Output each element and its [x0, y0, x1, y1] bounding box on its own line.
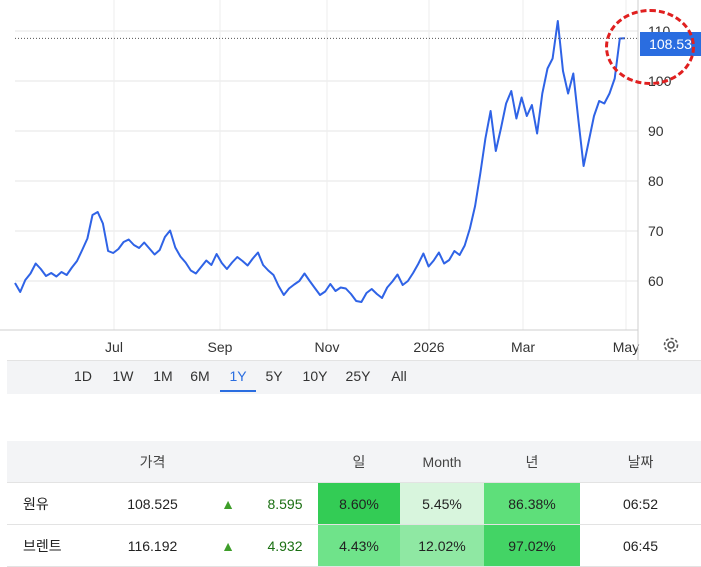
y-tick-label: 80 — [648, 173, 664, 189]
row-price: 108.525 — [101, 482, 204, 525]
x-tick-label: May — [613, 339, 639, 355]
highlight-circle — [605, 9, 695, 85]
range-tab-10y[interactable]: 10Y — [302, 368, 328, 384]
range-selector: 1D 1W 1M 6M 1Y 5Y 10Y 25Y All — [7, 360, 701, 394]
x-tick-label: Nov — [315, 339, 340, 355]
range-tab-1m[interactable]: 1M — [153, 368, 173, 384]
row-time: 06:52 — [580, 482, 701, 525]
range-tab-1w[interactable]: 1W — [112, 368, 134, 384]
row-month-pct: 12.02% — [400, 524, 484, 567]
gear-icon[interactable] — [660, 334, 682, 356]
y-tick-label: 70 — [648, 223, 664, 239]
up-arrow-icon: ▲ — [204, 524, 252, 567]
row-change: 4.932 — [252, 524, 318, 567]
x-tick-label: 2026 — [413, 339, 444, 355]
range-tab-25y[interactable]: 25Y — [345, 368, 371, 384]
row-time: 06:45 — [580, 524, 701, 567]
row-year-pct: 97.02% — [484, 524, 580, 567]
row-day-pct: 8.60% — [318, 482, 400, 525]
x-tick-label: Jul — [105, 339, 123, 355]
x-tick-label: Mar — [511, 339, 535, 355]
row-month-pct: 5.45% — [400, 482, 484, 525]
header-price: 가격 — [101, 441, 204, 483]
up-arrow-icon: ▲ — [204, 482, 252, 525]
header-year: 년 — [484, 441, 580, 483]
range-tab-6m[interactable]: 6M — [190, 368, 210, 384]
range-tab-1d[interactable]: 1D — [74, 368, 92, 384]
row-name[interactable]: 원유 — [7, 482, 101, 525]
row-change: 8.595 — [252, 482, 318, 525]
series-line — [14, 20, 626, 303]
table-row[interactable]: 원유 108.525 ▲ 8.595 8.60% 5.45% 86.38% 06… — [7, 482, 701, 525]
price-chart: 60 70 80 90 100 110 Jul Sep Nov 2026 Mar May 108.53 — [0, 0, 701, 360]
range-tab-5y[interactable]: 5Y — [265, 368, 283, 384]
table-row[interactable]: 브렌트 116.192 ▲ 4.932 4.43% 12.02% 97.02% … — [7, 524, 701, 567]
row-year-pct: 86.38% — [484, 482, 580, 525]
header-day: 일 — [318, 441, 400, 483]
range-tab-1y[interactable]: 1Y — [220, 361, 256, 392]
range-tab-all[interactable]: All — [391, 368, 407, 384]
x-tick-label: Sep — [208, 339, 233, 355]
y-tick-label: 90 — [648, 123, 664, 139]
quotes-table: 가격 일 Month 년 날짜 원유 108.525 ▲ 8.595 8.60%… — [7, 441, 701, 567]
header-date: 날짜 — [580, 441, 701, 483]
row-price: 116.192 — [101, 524, 204, 567]
row-name[interactable]: 브렌트 — [7, 524, 101, 567]
header-month: Month — [400, 441, 484, 483]
row-day-pct: 4.43% — [318, 524, 400, 567]
table-header: 가격 일 Month 년 날짜 — [7, 441, 701, 483]
y-tick-label: 60 — [648, 273, 664, 289]
